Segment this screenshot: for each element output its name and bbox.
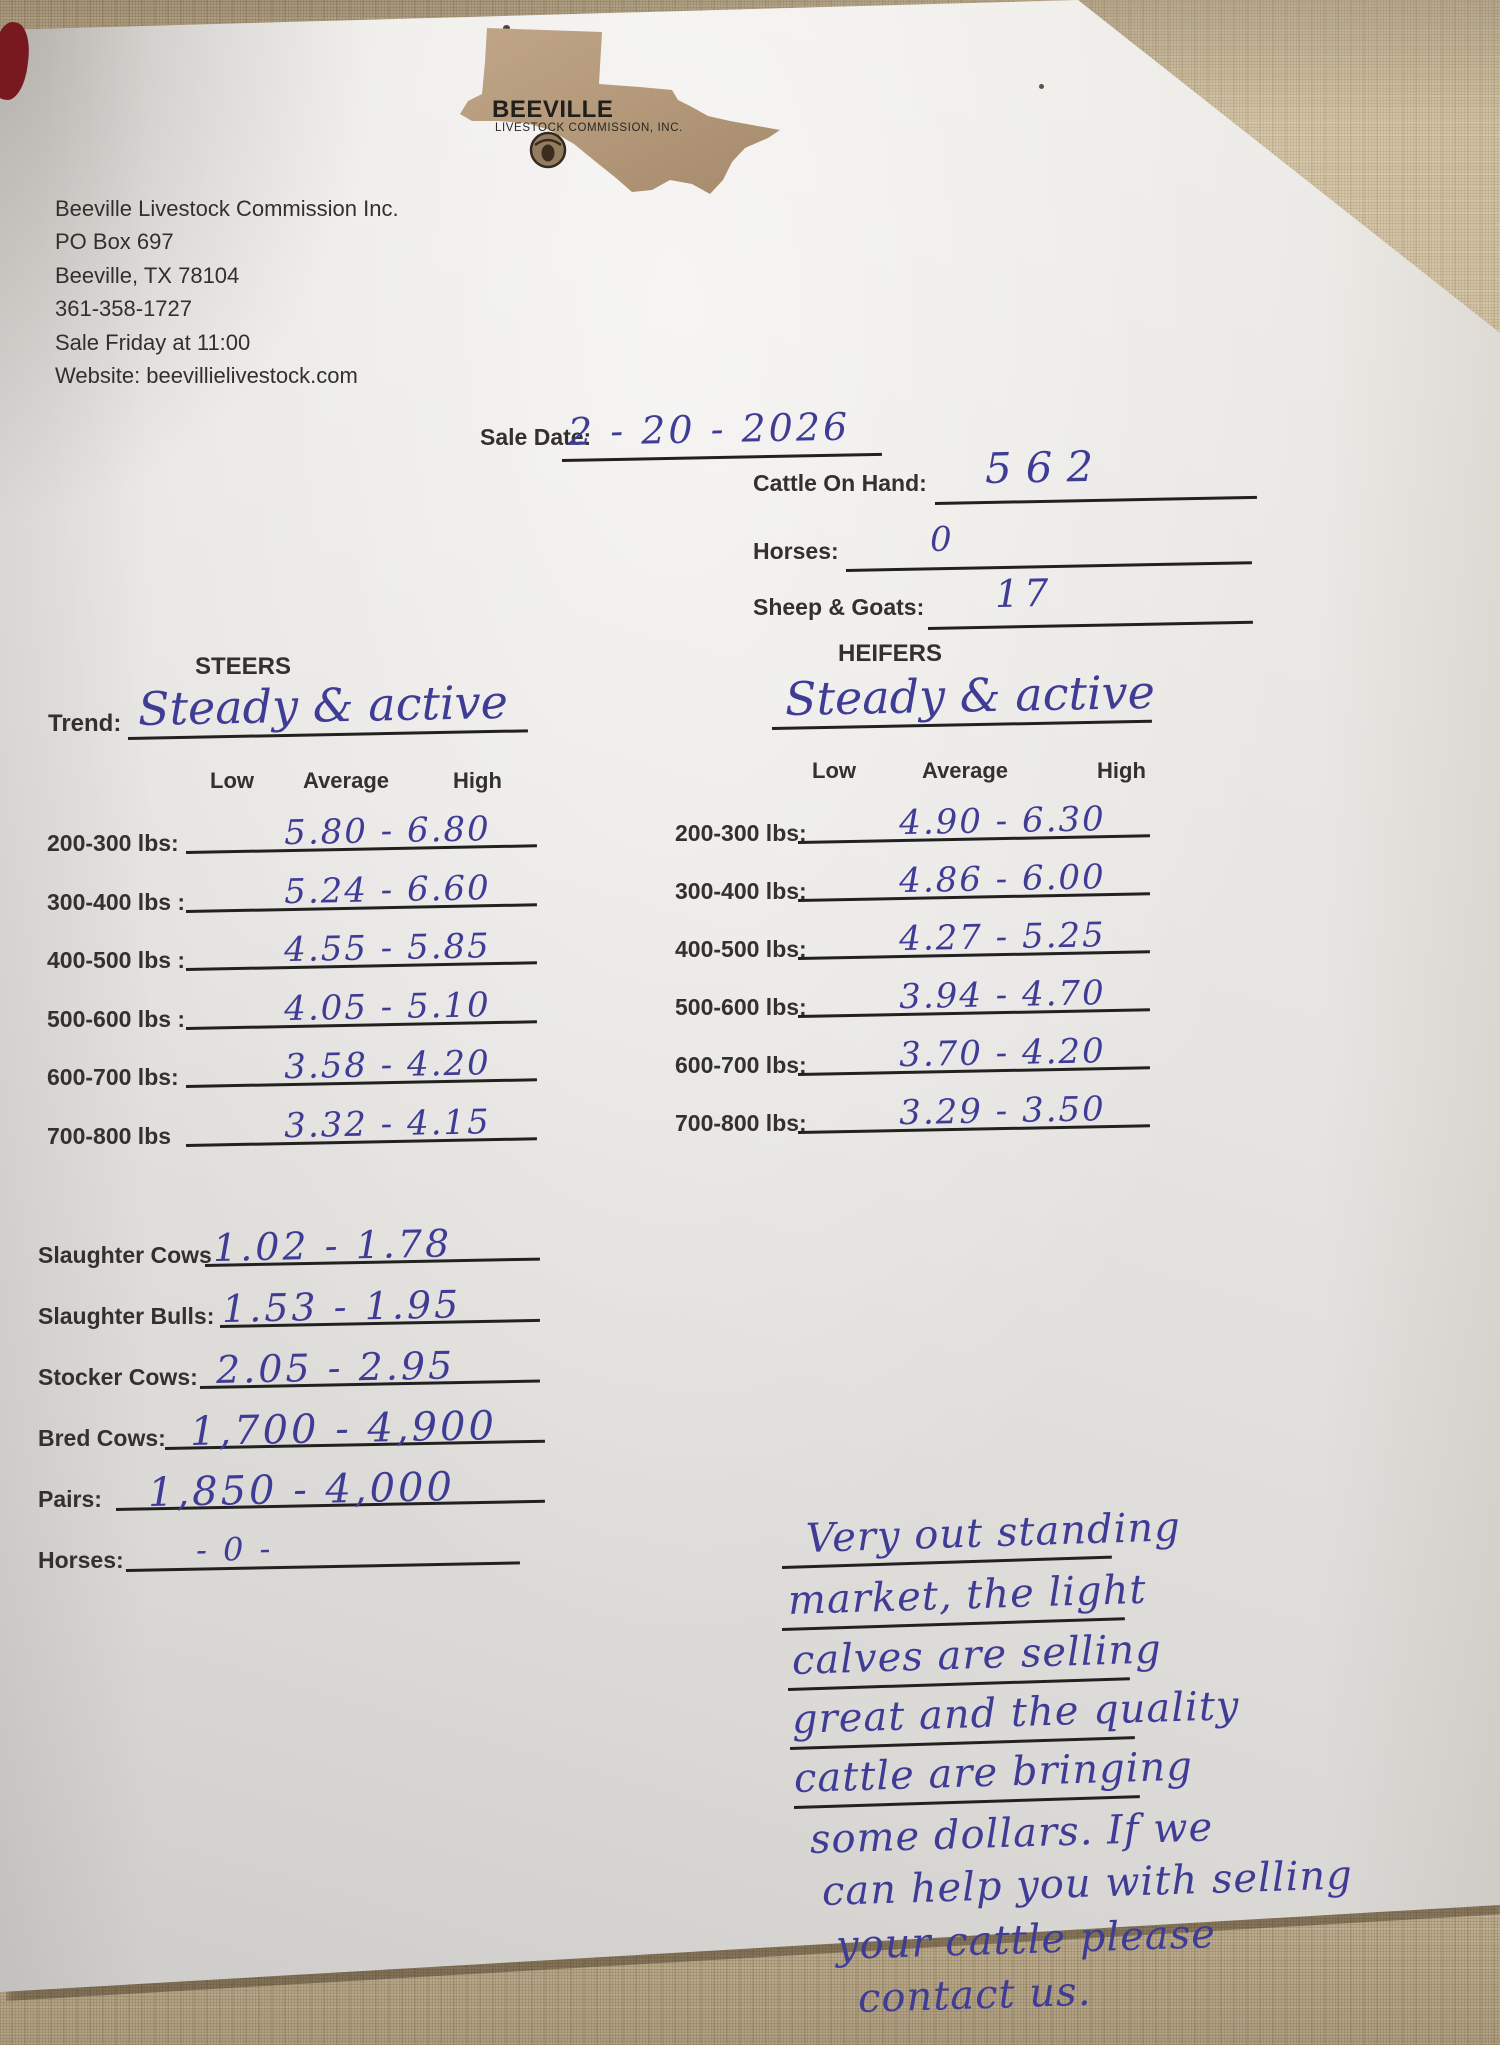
handwritten-range: 1,700 - 4,900 — [189, 1403, 498, 1455]
row-label: 600-700 lbs: — [675, 1052, 807, 1078]
contact-line: Sale Friday at 11:00 — [55, 329, 251, 355]
heifers-title: HEIFERS — [838, 640, 943, 667]
table-row: 300-400 lbs: 4.86 - 6.00 — [0, 857, 1500, 924]
logo-subtitle: LIVESTOCK COMMISSION, INC. — [495, 122, 683, 134]
table-row: Slaughter Cows 1.02 - 1.78 — [0, 1221, 1500, 1288]
note-line: market, the light — [787, 1566, 1148, 1624]
sheep-goats-handwritten: 17 — [994, 570, 1054, 616]
note-line: cattle are bringing — [793, 1743, 1194, 1802]
cattle-on-hand-label: Cattle On Hand: — [753, 470, 927, 496]
contact-line: Beeville Livestock Commission Inc. — [55, 196, 399, 221]
handwritten-range: 3.94 - 4.70 — [898, 973, 1107, 1018]
contact-line: Beeville, TX 78104 — [55, 262, 240, 288]
ink-speck — [503, 25, 510, 31]
table-row: 200-300 lbs: 5.80 - 6.80 — [0, 809, 1500, 876]
sheep-goats-label: Sheep & Goats: — [753, 594, 925, 620]
handwritten-range: 1.53 - 1.95 — [221, 1282, 462, 1331]
table-row: 600-700 lbs: 3.58 - 4.20 — [0, 1043, 1500, 1110]
handwritten-range: 3.70 - 4.20 — [898, 1031, 1107, 1076]
note-line: great and the quality — [791, 1682, 1241, 1743]
table-row: Stocker Cows: 2.05 - 2.95 — [0, 1343, 1500, 1410]
handwritten-range: 2.05 - 2.95 — [215, 1343, 456, 1392]
row-label: 200-300 lbs: — [675, 820, 807, 846]
table-row: 200-300 lbs: 4.90 - 6.30 — [0, 799, 1500, 866]
logo-name: BEEVILLE — [492, 96, 614, 123]
texas-map-icon — [460, 28, 780, 194]
row-label: Slaughter Bulls: — [38, 1303, 215, 1329]
horses-count-handwritten: 0 — [929, 519, 953, 560]
contact-line: PO Box 697 — [55, 229, 174, 255]
steers-col-average: Average — [303, 768, 390, 793]
table-row: Slaughter Bulls: 1.53 - 1.95 — [0, 1282, 1500, 1349]
steers-title: STEERS — [195, 653, 292, 680]
underline-rule — [125, 1561, 520, 1572]
heifers-col-high: High — [1097, 758, 1146, 783]
underline-rule — [934, 495, 1257, 505]
horses-count-label: Horses: — [753, 538, 839, 564]
row-label: Pairs: — [38, 1486, 102, 1512]
row-label: 500-600 lbs: — [675, 994, 807, 1020]
cattle-on-hand-handwritten: 562 — [984, 441, 1108, 493]
table-row: 400-500 lbs :4.55 - 5.85 — [0, 926, 1500, 993]
table-row: 600-700 lbs: 3.70 - 4.20 — [0, 1031, 1500, 1098]
handwritten-range: 3.29 - 3.50 — [898, 1089, 1107, 1134]
contact-block: Beeville Livestock Commission Inc. PO Bo… — [55, 192, 399, 392]
company-logo: BEEVILLE LIVESTOCK COMMISSION, INC. — [340, 22, 790, 202]
handwritten-range: 1.02 - 1.78 — [212, 1221, 453, 1270]
row-label: 300-400 lbs: — [675, 878, 807, 904]
note-line: calves are selling — [791, 1626, 1163, 1684]
handwritten-range: 4.86 - 6.00 — [898, 857, 1107, 902]
handwritten-range: - 0 - — [195, 1529, 274, 1569]
sale-date-handwritten: 2 - 20 - 2026 — [567, 404, 851, 454]
trend-label: Trend: — [48, 710, 122, 737]
contact-line: Website: beevillielivestock.com — [55, 363, 358, 389]
row-label: 700-800 lbs — [47, 1122, 172, 1149]
table-row: 400-500 lbs: 4.27 - 5.25 — [0, 915, 1500, 982]
underline-rule — [927, 620, 1253, 630]
maroon-smudge — [0, 20, 33, 102]
table-row: 500-600 lbs :4.05 - 5.10 — [0, 985, 1500, 1052]
table-row: 700-800 lbs: 3.29 - 3.50 — [0, 1089, 1500, 1156]
note-line: contact us. — [857, 1968, 1092, 2022]
sale-date-label: Sale Date: — [480, 424, 592, 450]
handwritten-range: 4.27 - 5.25 — [898, 915, 1107, 960]
steer-head-icon — [529, 131, 567, 169]
contact-line: 361-358-1727 — [55, 296, 193, 322]
row-label: 600-700 lbs: — [47, 1064, 179, 1090]
row-label: 700-800 lbs: — [675, 1110, 807, 1136]
row-label: 300-400 lbs : — [47, 888, 186, 915]
table-row: Horses: - 0 - — [0, 1530, 1500, 1593]
table-row: Pairs: 1,850 - 4,000 — [0, 1464, 1500, 1532]
table-row: 700-800 lbs 3.32 - 4.15 — [0, 1102, 1500, 1169]
row-label: 400-500 lbs : — [47, 947, 186, 973]
row-label: Slaughter Cows — [38, 1242, 212, 1268]
heifers-col-low: Low — [812, 758, 856, 783]
steers-col-low: Low — [210, 768, 254, 793]
row-label: Stocker Cows: — [38, 1364, 198, 1390]
ink-speck — [1039, 84, 1044, 89]
table-row: 300-400 lbs :5.24 - 6.60 — [0, 868, 1500, 935]
heifers-col-average: Average — [922, 758, 1009, 783]
steers-col-high: High — [453, 768, 502, 793]
table-row: 500-600 lbs: 3.94 - 4.70 — [0, 973, 1500, 1040]
row-label: 200-300 lbs: — [47, 830, 179, 856]
handwritten-range: 4.90 - 6.30 — [898, 799, 1107, 844]
table-row: Bred Cows: 1,700 - 4,900 — [0, 1403, 1500, 1471]
handwritten-range: 1,850 - 4,000 — [147, 1464, 456, 1516]
row-label: 400-500 lbs: — [675, 936, 807, 962]
row-label: 500-600 lbs : — [47, 1005, 186, 1032]
row-label: Horses: — [38, 1547, 124, 1573]
note-line: your cattle please — [835, 1911, 1217, 1969]
row-label: Bred Cows: — [38, 1425, 166, 1451]
heifers-trend-handwritten: Steady & active — [784, 664, 1156, 726]
underline-rule — [561, 452, 882, 462]
note-line: can help you with selling — [821, 1852, 1354, 1915]
steers-trend-handwritten: Steady & active — [137, 674, 509, 736]
note-line: some dollars. If we — [809, 1804, 1214, 1863]
